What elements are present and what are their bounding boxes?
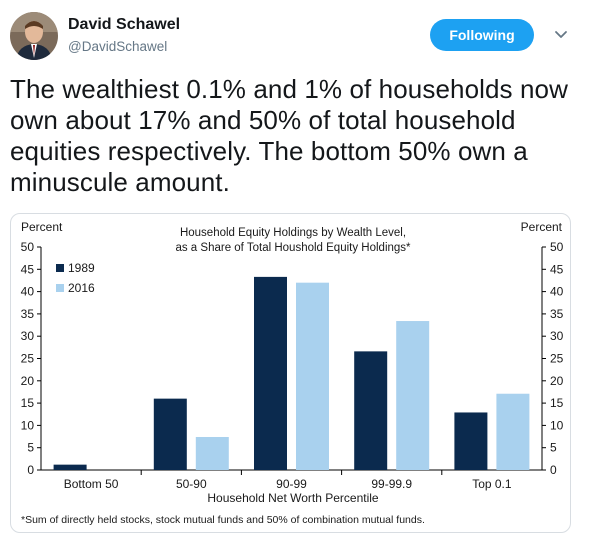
x-tick-label: Top 0.1	[472, 477, 512, 491]
bar-2016	[296, 282, 329, 470]
chart-footnote: *Sum of directly held stocks, stock mutu…	[21, 514, 425, 526]
bar-1989	[254, 276, 287, 470]
x-tick-label: Bottom 50	[64, 477, 119, 491]
avatar[interactable]	[10, 12, 58, 60]
bar-2016	[195, 436, 229, 470]
y-axis-label-right: Percent	[521, 220, 563, 234]
tweet-text: The wealthiest 0.1% and 1% of households…	[10, 74, 568, 197]
y-tick-label-right: 15	[550, 396, 564, 410]
y-tick-label-right: 20	[550, 374, 564, 388]
author-name[interactable]: David Schawel	[68, 16, 181, 33]
legend-swatch-1989	[56, 264, 64, 272]
y-axis-label-left: Percent	[21, 220, 63, 234]
y-tick-label-right: 0	[550, 463, 557, 477]
tweet-header: David Schawel @DavidSchawel Following	[10, 12, 580, 62]
bar-2016	[496, 393, 530, 470]
chevron-down-icon[interactable]	[551, 24, 571, 44]
y-tick-label-right: 40	[550, 285, 564, 299]
y-tick-label-right: 10	[550, 418, 564, 432]
chart-title-line-1: Household Equity Holdings by Wealth Leve…	[180, 227, 406, 239]
bar-1989	[153, 398, 187, 470]
bar-2016	[396, 321, 430, 470]
x-tick-label: 90-99	[276, 477, 307, 491]
bar-1989	[454, 412, 488, 470]
author-handle[interactable]: @DavidSchawel	[68, 39, 168, 54]
y-tick-label-right: 30	[550, 329, 564, 343]
y-tick-label-left: 5	[27, 441, 34, 455]
y-tick-label-right: 35	[550, 307, 564, 321]
legend-label-2016: 2016	[68, 281, 95, 295]
bar-1989	[53, 464, 87, 470]
legend-label-1989: 1989	[68, 261, 95, 275]
legend-swatch-2016	[56, 284, 64, 292]
y-tick-label-left: 15	[21, 396, 35, 410]
x-axis-label: Household Net Worth Percentile	[207, 491, 379, 505]
plot-area: 0 0 5 5 10 10 15 15 20 20 25 25 30 30 35 35 40 40 45 45 50 50…	[21, 240, 564, 491]
y-tick-label-left: 25	[21, 352, 35, 366]
chart-title-line-2: as a Share of Total Houshold Equity Hold…	[175, 242, 411, 254]
y-tick-label-right: 50	[550, 240, 564, 254]
y-tick-label-left: 20	[21, 374, 35, 388]
bar-1989	[354, 351, 388, 470]
y-tick-label-left: 45	[21, 262, 35, 276]
y-tick-label-left: 10	[21, 418, 35, 432]
y-tick-label-left: 0	[27, 463, 34, 477]
y-tick-label-left: 35	[21, 307, 35, 321]
y-tick-label-right: 25	[550, 352, 564, 366]
y-tick-label-left: 50	[21, 240, 35, 254]
equity-holdings-chart: Percent Percent Household Equity Holding…	[21, 220, 564, 526]
y-tick-label-left: 30	[21, 329, 35, 343]
y-tick-label-right: 5	[550, 441, 557, 455]
x-tick-label: 50-90	[176, 477, 207, 491]
y-tick-label-right: 45	[550, 262, 564, 276]
y-tick-label-left: 40	[21, 285, 35, 299]
x-tick-label: 99-99.9	[371, 477, 412, 491]
following-button[interactable]: Following	[430, 19, 534, 51]
tweet-media-chart[interactable]: Percent Percent Household Equity Holding…	[10, 213, 571, 533]
